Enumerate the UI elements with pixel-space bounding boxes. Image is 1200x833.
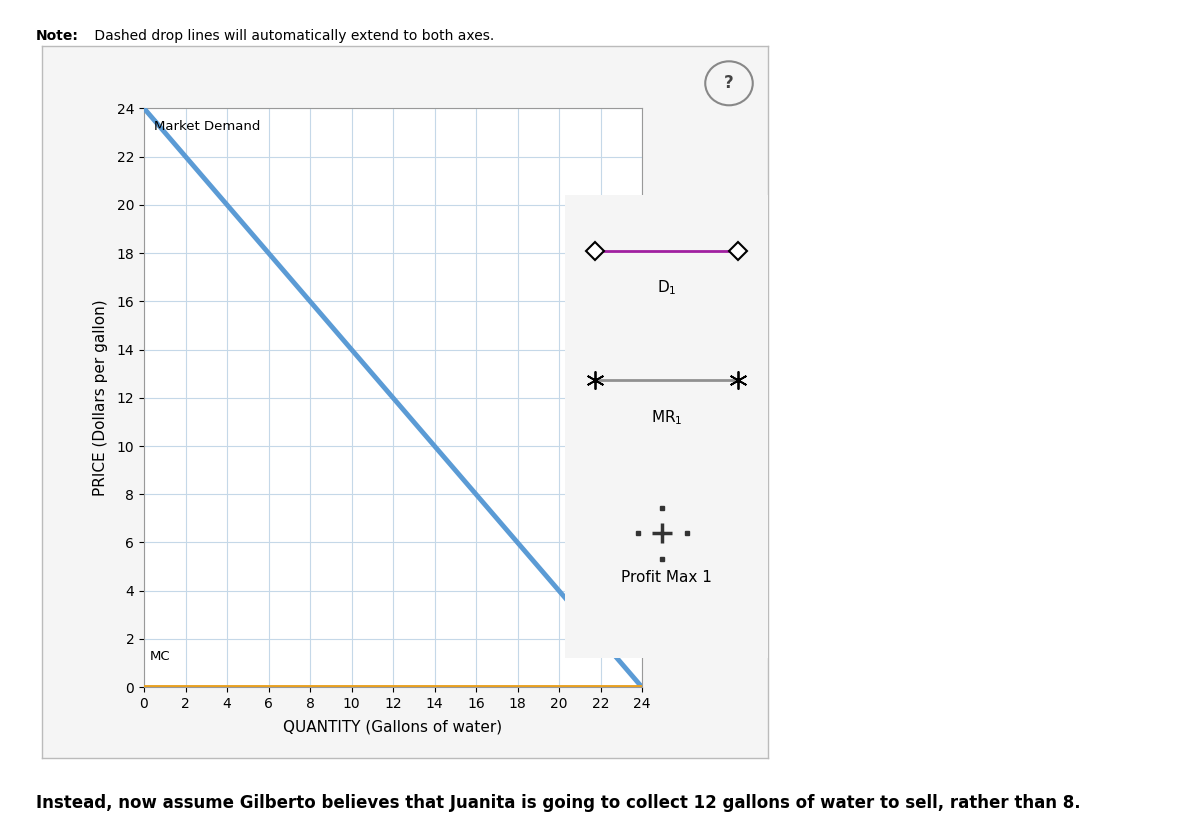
Text: Dashed drop lines will automatically extend to both axes.: Dashed drop lines will automatically ext… — [90, 29, 494, 43]
Text: MR$_1$: MR$_1$ — [650, 408, 682, 426]
Text: ?: ? — [724, 74, 734, 92]
Y-axis label: PRICE (Dollars per gallon): PRICE (Dollars per gallon) — [94, 299, 108, 496]
Text: Instead, now assume Gilberto believes that Juanita is going to collect 12 gallon: Instead, now assume Gilberto believes th… — [36, 794, 1081, 812]
Text: MC: MC — [150, 650, 170, 663]
X-axis label: QUANTITY (Gallons of water): QUANTITY (Gallons of water) — [283, 719, 503, 734]
Text: Market Demand: Market Demand — [155, 120, 260, 133]
Text: Profit Max 1: Profit Max 1 — [620, 570, 712, 585]
Text: D$_1$: D$_1$ — [656, 278, 676, 297]
Text: Note:: Note: — [36, 29, 79, 43]
